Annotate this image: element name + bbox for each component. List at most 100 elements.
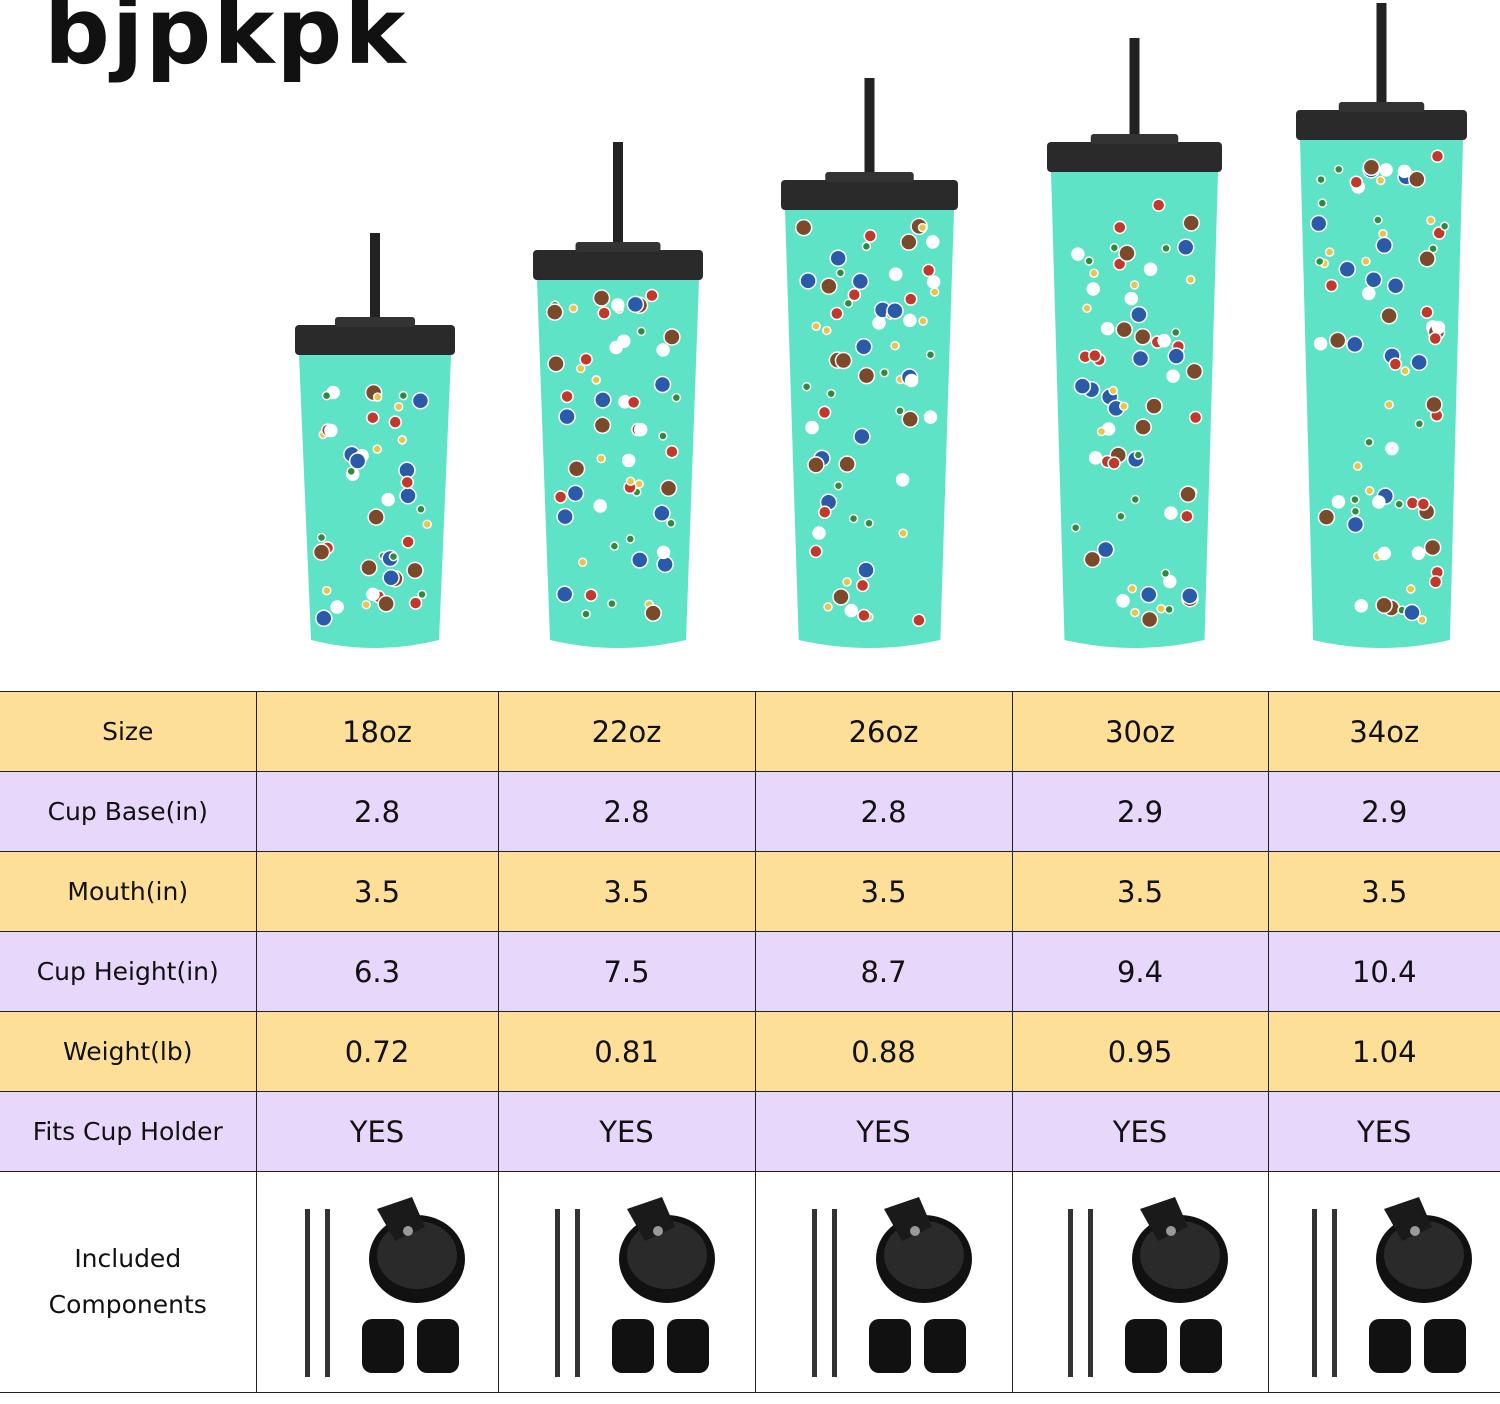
sticker-mark xyxy=(1176,238,1195,257)
sticker-mark xyxy=(607,598,617,609)
sticker-mark xyxy=(584,588,598,602)
straw-icon xyxy=(811,1208,817,1377)
sticker-mark xyxy=(372,392,383,402)
sticker-mark xyxy=(1317,198,1328,208)
sticker-mark xyxy=(653,504,671,523)
sticker-mark xyxy=(366,410,380,425)
straw-icon xyxy=(1332,1208,1338,1377)
sticker-mark xyxy=(577,557,588,568)
lid-flip xyxy=(335,317,415,327)
stopper-icon xyxy=(1125,1318,1222,1373)
cell: 3.5 xyxy=(497,851,756,932)
components-label-line2: Components xyxy=(48,1290,207,1319)
sticker-mark xyxy=(1124,291,1139,306)
components-icon xyxy=(1312,1196,1473,1377)
straw-icon xyxy=(1312,1208,1318,1377)
sticker-mark xyxy=(398,390,409,401)
sticker-mark xyxy=(1130,305,1148,324)
sticker-mark xyxy=(626,395,641,410)
sticker-mark xyxy=(863,229,878,243)
straw-icon xyxy=(1088,1208,1093,1377)
sticker-mark xyxy=(1083,550,1102,569)
lid-flip xyxy=(1338,102,1425,112)
lid-icon xyxy=(1132,1196,1228,1303)
components-image xyxy=(497,1171,756,1393)
product-tumblers xyxy=(295,3,1467,648)
sticker-mark xyxy=(851,272,870,291)
sticker-mark xyxy=(1350,506,1361,517)
sticker-mark xyxy=(857,561,875,579)
sticker-mark xyxy=(864,518,874,528)
table-row: Mouth(in) 3.5 3.5 3.5 3.5 3.5 xyxy=(0,851,1500,932)
sticker-mark xyxy=(1100,321,1115,336)
sticker-mark xyxy=(1375,236,1393,255)
cell: YES xyxy=(255,1091,499,1172)
sticker-mark xyxy=(918,316,928,326)
sticker-mark xyxy=(1108,385,1118,396)
sticker-mark xyxy=(330,600,344,614)
sticker-mark xyxy=(1428,575,1443,589)
sticker-mark xyxy=(926,235,940,249)
straw-icon xyxy=(613,142,623,260)
sticker-mark xyxy=(1354,599,1369,613)
sticker-mark xyxy=(1426,215,1436,226)
lid-icon xyxy=(369,1196,465,1303)
stopper-icon xyxy=(362,1318,459,1373)
tumbler-30oz xyxy=(1047,38,1222,648)
stopper-icon xyxy=(611,1318,709,1373)
lid-icon xyxy=(1296,110,1467,140)
sticker-mark xyxy=(567,459,586,478)
sticker-mark xyxy=(830,306,844,321)
sticker-mark xyxy=(609,340,623,355)
sticker-mark xyxy=(592,289,611,307)
sticker-mark xyxy=(388,551,399,562)
sticker-mark xyxy=(1405,496,1420,510)
lid-flip xyxy=(575,242,661,252)
sticker-mark xyxy=(1394,499,1404,509)
sticker-mark xyxy=(1385,441,1399,456)
straw-icon xyxy=(325,1208,330,1377)
straw-icon xyxy=(1376,3,1387,120)
sticker-mark xyxy=(1408,170,1426,188)
sticker-mark xyxy=(381,492,395,507)
sticker-mark xyxy=(1151,198,1166,212)
sticker-mark xyxy=(842,577,852,587)
sticker-mark xyxy=(1388,357,1403,371)
sticker-mark xyxy=(895,473,910,487)
sticker-mark xyxy=(1346,515,1365,534)
lid-icon xyxy=(875,1196,972,1303)
sticker-mark xyxy=(1378,228,1388,239)
sticker-mark xyxy=(903,313,917,328)
sticker-mark xyxy=(553,490,568,504)
sticker-mark xyxy=(1096,426,1107,437)
sticker-mark xyxy=(1403,603,1421,622)
sticker-mark xyxy=(417,589,427,600)
size-chart-table: Size 18oz 22oz 26oz 30oz 34oz Cup Base(i… xyxy=(0,691,1500,1393)
cell: 8.7 xyxy=(754,931,1013,1012)
sticker-mark xyxy=(1182,214,1200,232)
sticker-mark xyxy=(847,288,862,302)
sticker-mark xyxy=(621,453,636,468)
cell: 3.5 xyxy=(1267,851,1500,932)
sticker-mark xyxy=(1181,587,1199,605)
sticker-mark xyxy=(388,415,402,429)
sticker-mark xyxy=(1400,366,1410,376)
sticker-mark xyxy=(382,568,400,587)
sticker-mark xyxy=(663,328,681,346)
cell: 0.81 xyxy=(497,1011,756,1092)
sticker-mark xyxy=(1089,268,1099,278)
sticker-mark xyxy=(1115,320,1133,339)
sticker-mark xyxy=(1379,163,1393,177)
components-image xyxy=(255,1171,499,1393)
sticker-mark xyxy=(912,613,926,628)
sticker-mark xyxy=(1350,494,1360,505)
sticker-mark xyxy=(801,381,812,392)
sticker-mark xyxy=(1119,401,1129,412)
sticker-mark xyxy=(321,390,332,401)
sticker-mark xyxy=(1156,603,1166,614)
row-label: Cup Base(in) xyxy=(0,771,257,852)
sticker-mark xyxy=(1088,348,1102,363)
sticker-mark xyxy=(812,526,826,540)
sticker-mark xyxy=(1118,244,1136,263)
components-image xyxy=(754,1171,1013,1393)
